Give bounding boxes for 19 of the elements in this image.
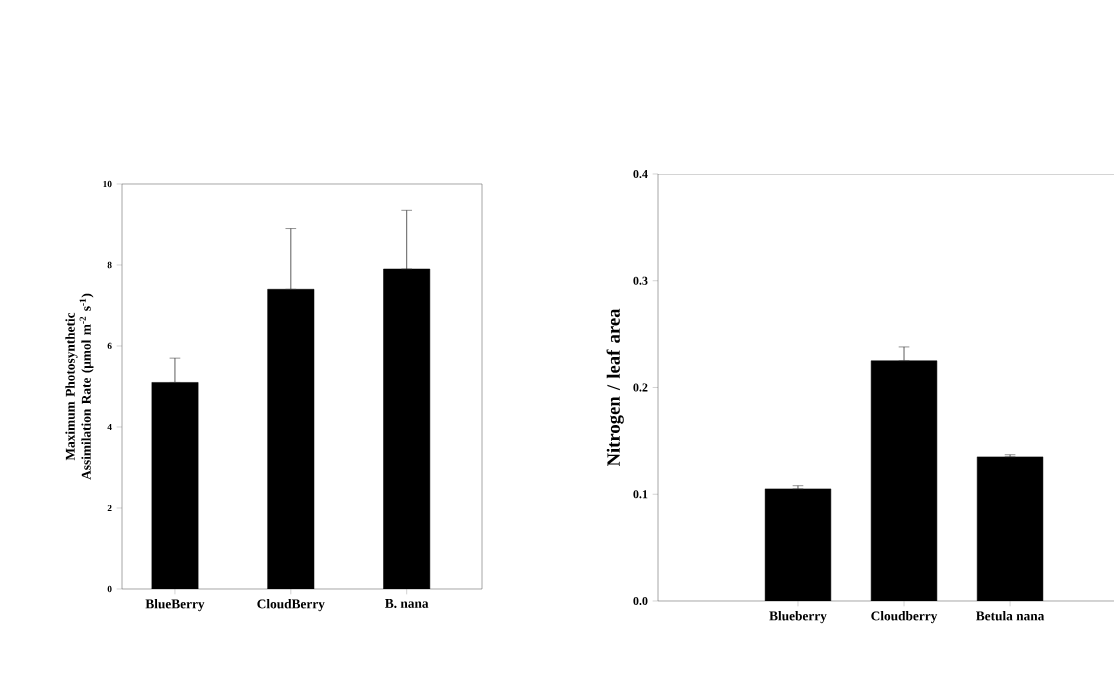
y-tick-label: 2 — [107, 504, 112, 512]
y-tick-label: 10 — [103, 180, 112, 188]
x-tick-label: Blueberry — [769, 611, 827, 624]
y-tick-label: 0.3 — [633, 276, 648, 285]
x-tick-label: Betula nana — [976, 611, 1045, 621]
y-tick-label: 8 — [107, 261, 112, 269]
y-tick-label: 0.2 — [633, 383, 648, 392]
y-axis-title: Nitrogen / leaf area — [606, 308, 624, 467]
y-tick-label: 0.0 — [633, 596, 648, 606]
x-tick-label: BlueBerry — [145, 599, 205, 612]
y-tick-label: 0 — [107, 585, 112, 593]
y-axis-title: Maximum Photosynthetic Assimilation Rate (μmol m$^{-2}$ s$^{-1}$) — [65, 293, 94, 480]
x-tick-label: Cloudberry — [871, 611, 938, 624]
y-tick-label: 0.4 — [633, 169, 648, 179]
x-tick-label: B. nana — [385, 599, 429, 608]
y-tick-label: 0.1 — [633, 490, 648, 499]
y-tick-label: 6 — [107, 342, 112, 350]
y-tick-label: 4 — [107, 423, 112, 431]
x-tick-label: CloudBerry — [257, 599, 325, 612]
